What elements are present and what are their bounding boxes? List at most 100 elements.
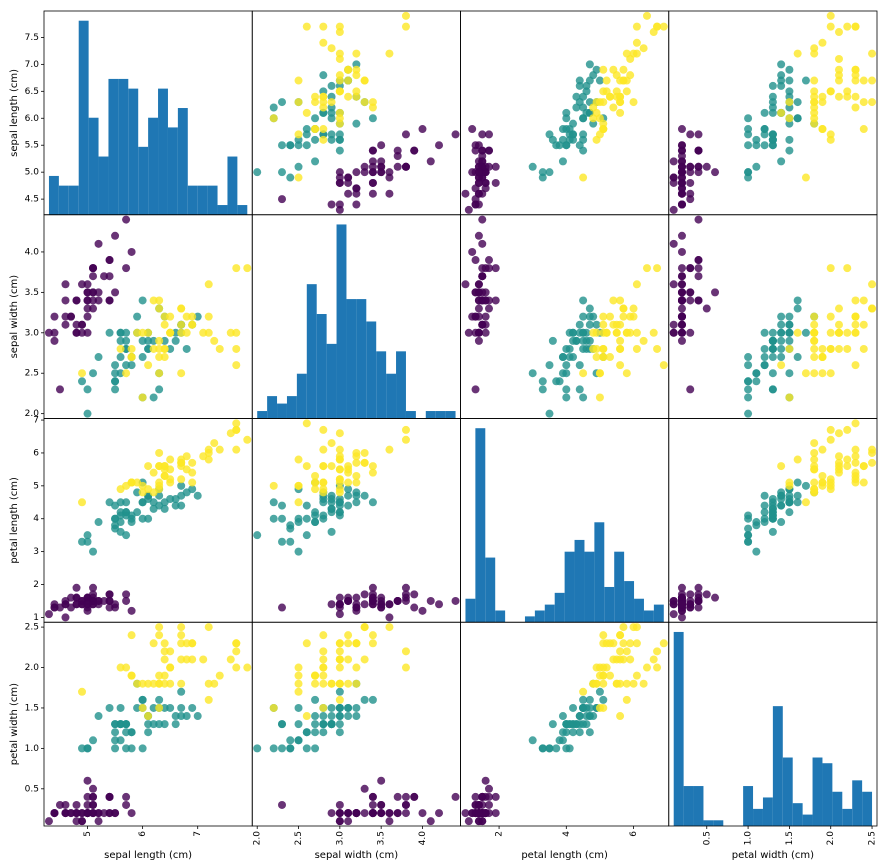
- hist-bar: [68, 185, 79, 215]
- point: [677, 600, 686, 609]
- point: [777, 462, 786, 471]
- point: [360, 809, 369, 818]
- point: [401, 425, 410, 434]
- point: [278, 501, 286, 510]
- x-tick-label: 3.5: [377, 831, 387, 845]
- point: [471, 792, 480, 801]
- point: [122, 328, 131, 337]
- point: [752, 521, 761, 530]
- point: [111, 231, 120, 240]
- point: [777, 320, 786, 329]
- point: [785, 336, 794, 345]
- point: [851, 103, 860, 112]
- y-tick-label: 2.5: [25, 623, 39, 633]
- point: [327, 130, 336, 139]
- point: [72, 809, 81, 818]
- point: [344, 92, 353, 101]
- point: [558, 712, 567, 721]
- point: [352, 712, 361, 721]
- point: [253, 531, 262, 540]
- point: [545, 130, 554, 139]
- point: [694, 256, 703, 265]
- point: [83, 776, 92, 785]
- point: [752, 141, 761, 150]
- point: [768, 130, 777, 139]
- hist-bar: [762, 797, 773, 826]
- x-tick-label: 2: [495, 831, 505, 837]
- point: [686, 600, 695, 609]
- point: [785, 491, 794, 500]
- point: [385, 809, 394, 818]
- point: [622, 87, 631, 96]
- point: [327, 498, 336, 507]
- y-tick-label: 3: [33, 547, 39, 557]
- point: [319, 478, 328, 487]
- point: [585, 703, 594, 712]
- point: [843, 92, 852, 101]
- point: [311, 728, 320, 737]
- point: [793, 455, 802, 464]
- point: [352, 49, 361, 58]
- point: [686, 264, 695, 273]
- point: [760, 344, 769, 353]
- point: [474, 304, 483, 313]
- point: [138, 488, 147, 497]
- point: [622, 49, 631, 58]
- point: [868, 304, 877, 313]
- panel: [461, 623, 668, 826]
- panel: [673, 631, 873, 826]
- point: [302, 125, 311, 134]
- point: [602, 87, 611, 96]
- point: [44, 817, 53, 826]
- point: [859, 125, 868, 134]
- point: [481, 162, 490, 171]
- y-tick-label: 7.5: [25, 33, 39, 43]
- y-tick-label: 2.5: [25, 369, 39, 379]
- point: [579, 344, 588, 353]
- point: [94, 817, 103, 826]
- point: [418, 125, 427, 134]
- point: [160, 639, 169, 648]
- point: [177, 475, 186, 484]
- point: [760, 353, 769, 362]
- point: [83, 328, 92, 337]
- point: [294, 162, 303, 171]
- hist-bar: [673, 631, 684, 826]
- point: [538, 377, 547, 386]
- point: [122, 596, 131, 605]
- point: [562, 728, 571, 737]
- point: [155, 296, 164, 305]
- y-tick-label: 3.5: [25, 288, 39, 298]
- point: [575, 712, 584, 721]
- x-tick-label: 2.5: [294, 831, 304, 845]
- point: [122, 361, 131, 370]
- point: [669, 205, 678, 214]
- point: [471, 256, 480, 265]
- point: [335, 663, 344, 672]
- point: [319, 720, 328, 729]
- point: [810, 455, 819, 464]
- point: [616, 108, 625, 117]
- point: [344, 462, 353, 471]
- point: [768, 103, 777, 112]
- point: [810, 49, 819, 58]
- point: [122, 336, 131, 345]
- point: [311, 720, 320, 729]
- point: [278, 720, 286, 729]
- point: [232, 639, 241, 648]
- point: [344, 703, 353, 712]
- point: [193, 491, 202, 500]
- point: [335, 655, 344, 664]
- point: [111, 524, 120, 533]
- point: [368, 114, 377, 123]
- point: [335, 809, 344, 818]
- point: [83, 531, 92, 540]
- point: [760, 108, 769, 117]
- point: [669, 320, 678, 329]
- panel: [253, 623, 460, 826]
- point: [785, 320, 794, 329]
- point: [89, 547, 98, 556]
- point: [569, 353, 578, 362]
- panel-frame: [668, 621, 878, 827]
- point: [177, 631, 186, 640]
